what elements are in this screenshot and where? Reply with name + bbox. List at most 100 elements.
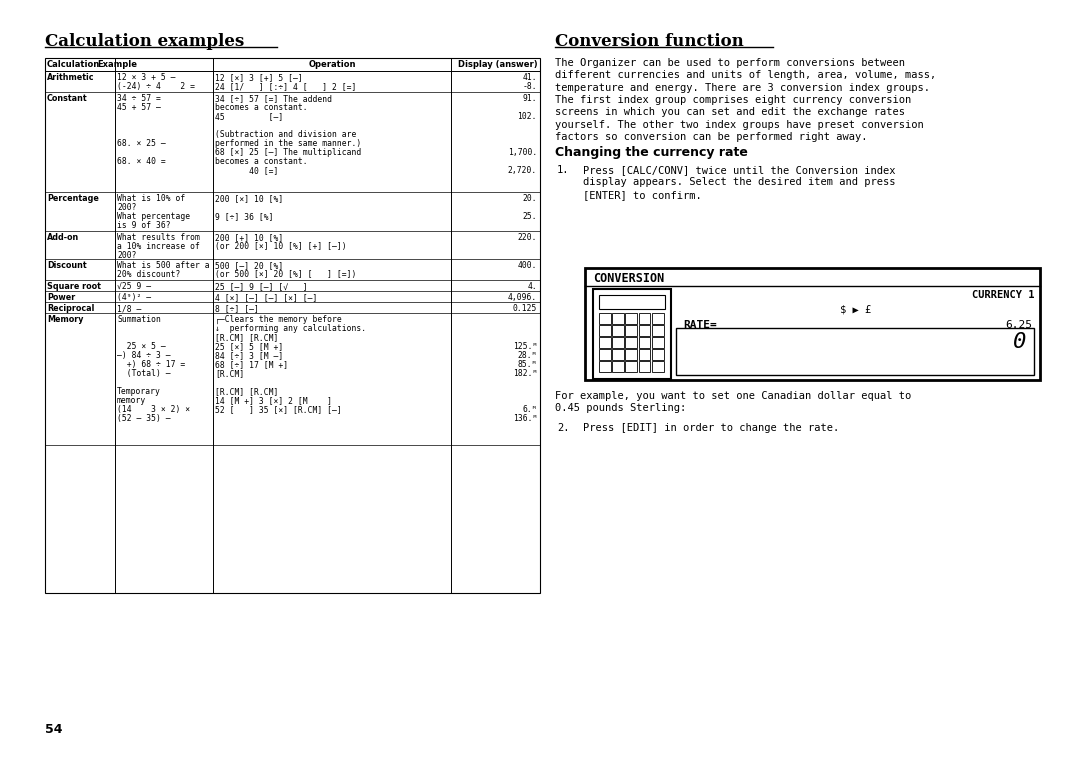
Text: Example: Example (97, 60, 137, 69)
Text: CURRENCY 1: CURRENCY 1 (972, 290, 1034, 300)
Text: 20.: 20. (523, 194, 537, 203)
Text: 1,700.: 1,700. (508, 148, 537, 157)
Bar (652, 337, 663, 347)
Bar (45, 58, 540, 593)
Text: 25 × 5 —: 25 × 5 — (117, 342, 165, 351)
Bar (652, 313, 663, 324)
Bar (612, 361, 624, 371)
Text: [ENTER] to confirm.: [ENTER] to confirm. (583, 190, 702, 199)
Text: 68. × 25 —: 68. × 25 — (117, 139, 165, 148)
Text: Calculation: Calculation (48, 60, 100, 69)
Text: 20% discount?: 20% discount? (117, 270, 180, 279)
Bar (612, 349, 624, 359)
Text: What is 10% of: What is 10% of (117, 194, 186, 203)
Text: 12 [×] 3 [+] 5 [—]: 12 [×] 3 [+] 5 [—] (215, 73, 302, 82)
Text: 52 [   ] 35 [×] [R.CM] [—]: 52 [ ] 35 [×] [R.CM] [—] (215, 405, 341, 414)
Text: Calculation examples: Calculation examples (45, 33, 244, 50)
Text: -8.: -8. (523, 82, 537, 91)
Text: 45         [—]: 45 [—] (215, 112, 283, 121)
Text: Summation: Summation (117, 315, 161, 324)
Text: 28.ᴹ: 28.ᴹ (517, 351, 537, 360)
Bar (625, 349, 637, 359)
Text: The first index group comprises eight currency conversion: The first index group comprises eight cu… (555, 95, 912, 105)
Text: 68 [×] 25 [—] The multiplicand: 68 [×] 25 [—] The multiplicand (215, 148, 361, 157)
Text: 91.: 91. (523, 94, 537, 103)
Text: 85.ᴹ: 85.ᴹ (517, 360, 537, 369)
Text: 68 [÷] 17 [M +]: 68 [÷] 17 [M +] (215, 360, 288, 369)
Bar (612, 325, 624, 336)
Text: 182.ᴹ: 182.ᴹ (513, 369, 537, 378)
Text: temperature and energy. There are 3 conversion index groups.: temperature and energy. There are 3 conv… (555, 83, 930, 92)
Text: 0: 0 (1013, 332, 1026, 352)
Bar (625, 337, 637, 347)
Text: [R.CM] [R.CM]: [R.CM] [R.CM] (215, 333, 279, 342)
Bar (676, 328, 1034, 375)
Bar (599, 313, 610, 324)
Text: 25.: 25. (523, 212, 537, 221)
Text: Add-on: Add-on (48, 233, 79, 242)
Text: (Subtraction and division are: (Subtraction and division are (215, 130, 356, 139)
Text: 2.: 2. (557, 423, 569, 433)
Bar (599, 295, 665, 309)
Text: factors so conversion can be performed right away.: factors so conversion can be performed r… (555, 132, 867, 142)
Text: 200 [×] 10 [%]: 200 [×] 10 [%] (215, 194, 283, 203)
Text: (or 200 [×] 10 [%] [+] [—]): (or 200 [×] 10 [%] [+] [—]) (215, 242, 347, 251)
Text: different currencies and units of length, area, volume, mass,: different currencies and units of length… (555, 70, 936, 80)
Bar (638, 325, 650, 336)
Bar (638, 313, 650, 324)
Text: [R.CM]: [R.CM] (215, 369, 244, 378)
Text: 6.25: 6.25 (1005, 320, 1032, 330)
Text: 9 [÷] 36 [%]: 9 [÷] 36 [%] (215, 212, 273, 221)
Text: (14    3 × 2) ×: (14 3 × 2) × (117, 405, 190, 414)
Text: Memory: Memory (48, 315, 83, 324)
Bar (599, 361, 610, 371)
Text: 6.ᴹ: 6.ᴹ (523, 405, 537, 414)
Text: a 10% increase of: a 10% increase of (117, 242, 200, 251)
Text: 200?: 200? (117, 203, 136, 212)
Text: performed in the same manner.): performed in the same manner.) (215, 139, 361, 148)
Bar (652, 325, 663, 336)
Text: memory: memory (117, 396, 146, 405)
Text: The Organizer can be used to perform conversions between: The Organizer can be used to perform con… (555, 58, 905, 68)
Bar (638, 337, 650, 347)
Text: 34 ÷ 57 =: 34 ÷ 57 = (117, 94, 161, 103)
Text: Display (answer): Display (answer) (458, 60, 538, 69)
Text: 68. × 40 =: 68. × 40 = (117, 157, 165, 166)
Bar (638, 361, 650, 371)
Text: 125.ᴹ: 125.ᴹ (513, 342, 537, 351)
Bar (599, 337, 610, 347)
Text: 25 [×] 5 [M +]: 25 [×] 5 [M +] (215, 342, 283, 351)
Text: Press [CALC/CONV] twice until the Conversion index: Press [CALC/CONV] twice until the Conver… (583, 165, 895, 175)
Text: 84 [÷] 3 [M —]: 84 [÷] 3 [M —] (215, 351, 283, 360)
Bar (625, 361, 637, 371)
Text: Changing the currency rate: Changing the currency rate (555, 146, 747, 159)
Text: (-24) ÷ 4    2 =: (-24) ÷ 4 2 = (117, 82, 195, 91)
Text: √25 9 —: √25 9 — (117, 282, 151, 291)
Text: 54: 54 (45, 723, 63, 736)
Text: Operation: Operation (308, 60, 355, 69)
Text: becomes a constant.: becomes a constant. (215, 157, 308, 166)
Text: Reciprocal: Reciprocal (48, 304, 94, 313)
Text: [R.CM] [R.CM]: [R.CM] [R.CM] (215, 387, 279, 396)
Text: 1/8 —: 1/8 — (117, 304, 141, 313)
Text: 12 × 3 + 5 —: 12 × 3 + 5 — (117, 73, 175, 82)
Text: 1.: 1. (557, 165, 569, 175)
Text: For example, you want to set one Canadian dollar equal to: For example, you want to set one Canadia… (555, 391, 912, 401)
Bar (625, 325, 637, 336)
Text: 34 [÷] 57 [=] The addend: 34 [÷] 57 [=] The addend (215, 94, 332, 103)
Text: RATE=: RATE= (683, 320, 717, 330)
Text: 102.: 102. (517, 112, 537, 121)
Text: Square root: Square root (48, 282, 100, 291)
Text: What results from: What results from (117, 233, 200, 242)
Text: 4,096.: 4,096. (508, 293, 537, 302)
Text: (4⁹)² —: (4⁹)² — (117, 293, 151, 302)
Text: Percentage: Percentage (48, 194, 99, 203)
Text: 400.: 400. (517, 261, 537, 270)
Text: Arithmetic: Arithmetic (48, 73, 95, 82)
Text: becomes a constant.: becomes a constant. (215, 103, 308, 112)
Text: Press [EDIT] in order to change the rate.: Press [EDIT] in order to change the rate… (583, 423, 839, 433)
Bar (599, 325, 610, 336)
Text: 500 [—] 20 [%]: 500 [—] 20 [%] (215, 261, 283, 270)
Text: display appears. Select the desired item and press: display appears. Select the desired item… (583, 177, 895, 187)
Text: (52 — 35) —: (52 — 35) — (117, 414, 171, 423)
